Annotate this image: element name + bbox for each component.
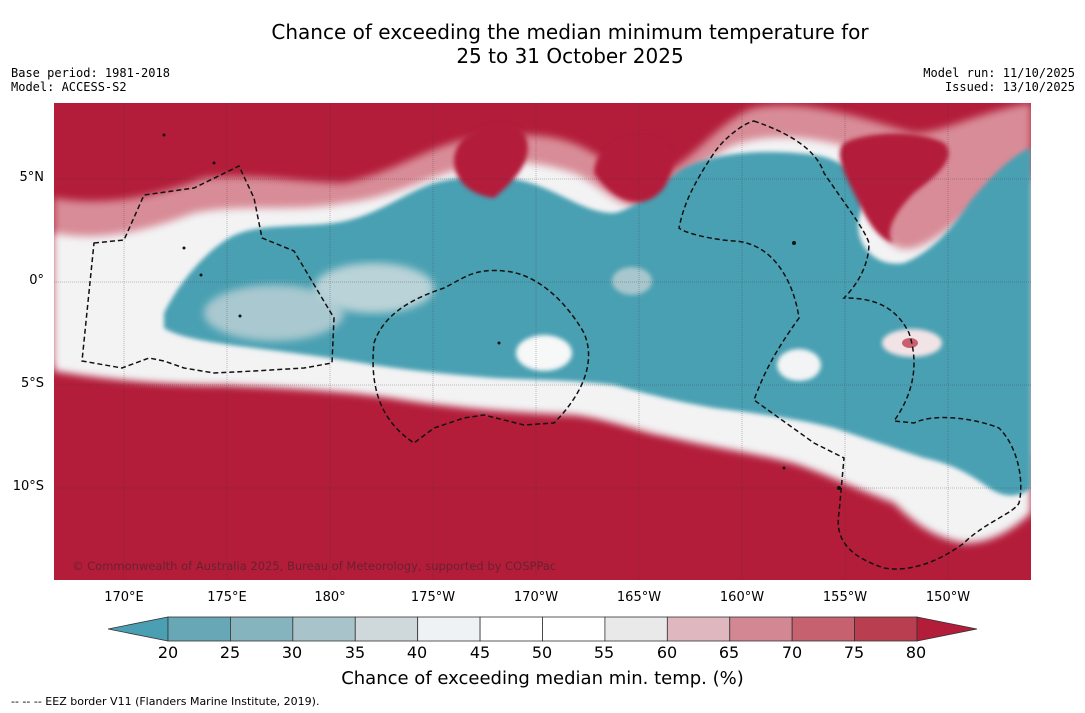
lon-label: 170°E (104, 590, 144, 605)
colorbar-label: Chance of exceeding median min. temp. (%… (341, 668, 744, 689)
model-name: Model: ACCESS-S2 (11, 80, 127, 94)
lat-label: 5°N (19, 170, 45, 185)
cold-patch (777, 349, 821, 381)
colorbar-tick: 30 (281, 643, 303, 662)
colorbar-tick: 25 (219, 643, 241, 662)
lon-label: 170°W (513, 590, 559, 605)
model-run: Model run: 11/10/2025 (923, 66, 1075, 80)
colorbar-tick: 70 (781, 643, 803, 662)
colorbar-tick: 60 (656, 643, 678, 662)
colorbar-cell (791, 616, 855, 642)
colorbar-cell (542, 616, 606, 642)
cold-patch (314, 263, 434, 313)
graticule (54, 103, 1031, 580)
island-specks (162, 133, 841, 490)
colorbar-tick: 55 (593, 643, 615, 662)
base-period: Base period: 1981-2018 (11, 66, 170, 80)
colorbar-cell (417, 616, 481, 642)
warm-blob-north (454, 123, 528, 198)
colorbar-tick: 40 (406, 643, 428, 662)
colorbar-cell (604, 616, 668, 642)
colorbar-cell (230, 616, 294, 642)
eez-footnote: -- -- -- EEZ border V11 (Flanders Marine… (11, 695, 320, 708)
colorbar-tick: 65 (718, 643, 740, 662)
cold-region (164, 148, 1031, 496)
lat-label: 10°S (12, 479, 44, 494)
colorbar-cell (729, 616, 793, 642)
cold-patch (612, 267, 652, 295)
colorbar-tick: 20 (157, 643, 179, 662)
title-line-1: Chance of exceeding the median minimum t… (271, 20, 869, 44)
lon-label: 155°W (822, 590, 868, 605)
colorbar-under-arrow (108, 616, 169, 642)
map-title: Chance of exceeding the median minimum t… (0, 20, 1085, 68)
lon-label: 180° (314, 590, 346, 605)
colorbar-tick: 35 (344, 643, 366, 662)
cold-patch (516, 335, 572, 371)
lat-label: 0° (29, 273, 44, 288)
lon-label: 160°W (719, 590, 765, 605)
lat-label: 5°S (20, 376, 44, 391)
colorbar-cell (854, 616, 918, 642)
warm-blob-north (594, 137, 673, 203)
colorbar (108, 616, 978, 642)
probability-map: © Commonwealth of Australia 2025, Bureau… (54, 103, 1031, 580)
meta-left: Base period: 1981-2018 Model: ACCESS-S2 (11, 66, 170, 94)
lon-label: 175°E (207, 590, 247, 605)
meta-right: Model run: 11/10/2025 Issued: 13/10/2025 (923, 66, 1075, 94)
colorbar-cell (167, 616, 231, 642)
colorbar-cell (354, 616, 419, 642)
colorbar-cell (292, 616, 356, 642)
copyright-notice: © Commonwealth of Australia 2025, Bureau… (72, 559, 556, 573)
lon-label: 150°W (925, 590, 971, 605)
warm-blob-north (839, 133, 949, 243)
colorbar-tick: 75 (843, 643, 865, 662)
warm-patch (902, 338, 918, 348)
lon-label: 165°W (616, 590, 662, 605)
colorbar-cell (666, 616, 731, 642)
colorbar-cell (479, 616, 543, 642)
colorbar-tick: 45 (469, 643, 491, 662)
cold-patch (204, 285, 344, 341)
eez-borders (81, 120, 1022, 570)
colorbar-tick: 80 (905, 643, 927, 662)
colorbar-tick: 50 (531, 643, 553, 662)
title-line-2: 25 to 31 October 2025 (456, 44, 684, 68)
lon-label: 175°W (410, 590, 456, 605)
colorbar-over-arrow (916, 616, 978, 642)
issued-date: Issued: 13/10/2025 (944, 80, 1075, 94)
